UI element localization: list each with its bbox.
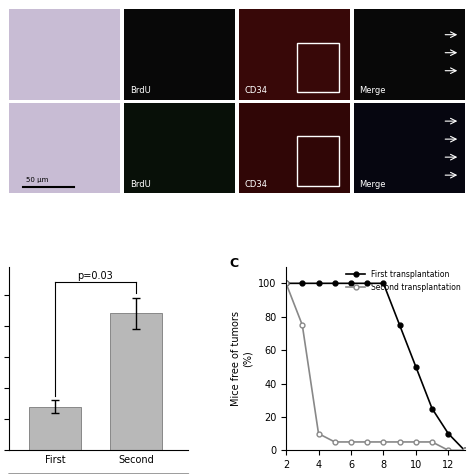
Legend: First transplantation, Second transplantation: First transplantation, Second transplant… [343,267,464,295]
Text: Merge: Merge [360,180,386,189]
Text: CD34: CD34 [245,86,268,95]
Y-axis label: Mice free of tumors
(%): Mice free of tumors (%) [231,311,253,406]
Text: C: C [229,257,238,271]
Bar [110,313,162,450]
Text: BrdU: BrdU [130,86,151,95]
Bar [29,407,81,450]
Text: 50 μm: 50 μm [26,177,48,183]
Text: Merge: Merge [360,86,386,95]
Text: p=0.03: p=0.03 [78,271,113,281]
Text: BrdU: BrdU [130,180,151,189]
Text: CD34: CD34 [245,180,268,189]
